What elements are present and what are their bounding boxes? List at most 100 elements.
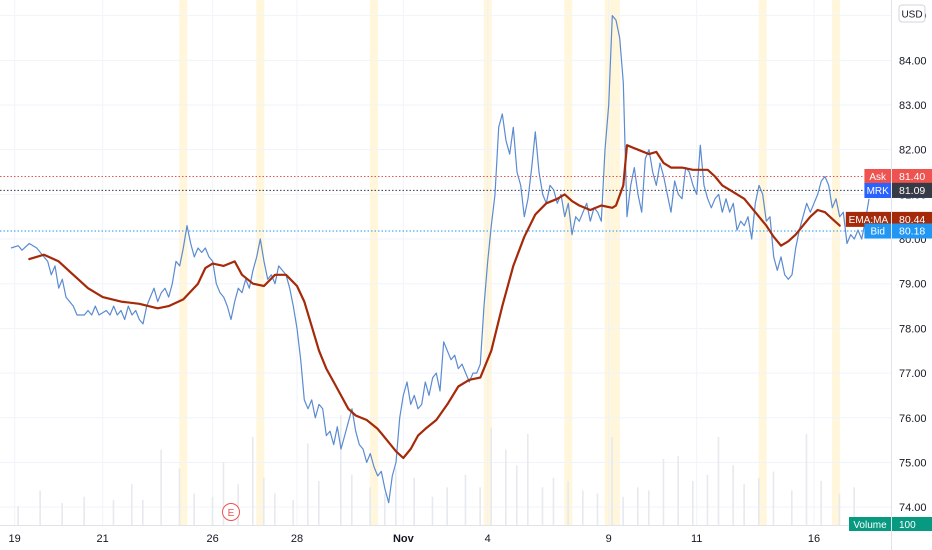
y-tick-label: 75.00 [899, 457, 927, 469]
x-tick-label: 26 [207, 533, 219, 545]
volume-bar [677, 455, 679, 525]
x-tick-label: 19 [9, 533, 21, 545]
volume-bar [552, 477, 555, 525]
volume-bar [431, 496, 434, 525]
y-tick-label: 74.00 [899, 502, 927, 514]
volume-bar [805, 433, 808, 525]
event-marker-circle [222, 503, 240, 521]
volume-bar [838, 493, 841, 525]
volume-bar [743, 484, 745, 525]
volume-tag-label-box [849, 517, 891, 531]
volume-bar [142, 499, 144, 525]
volume-bar [637, 487, 639, 525]
price-tag: Bid 80.18 [864, 223, 932, 239]
x-tick-label: 16 [808, 533, 820, 545]
volume-bar [446, 487, 448, 525]
price-tag-label: EMA:MA [849, 215, 889, 226]
currency-badge[interactable]: USD [898, 4, 926, 23]
volume-bars [17, 415, 855, 525]
highlight-band [179, 0, 188, 525]
volume-bar [541, 487, 544, 525]
highlight-band [564, 0, 573, 525]
volume-tag-label: Volume [853, 520, 887, 531]
x-tick-label: 9 [606, 533, 612, 545]
grid-lines [0, 0, 891, 525]
event-marker-label: E [228, 508, 235, 519]
volume-bar [351, 474, 353, 525]
volume-bar [178, 468, 181, 525]
volume-bar [395, 468, 397, 525]
volume-bar [582, 490, 584, 525]
volume-bar [611, 437, 613, 525]
volume-bar [567, 481, 569, 525]
highlight-band [256, 0, 265, 525]
volume-bar [83, 496, 85, 525]
volume-bar [112, 499, 115, 525]
volume-bar [274, 493, 276, 525]
volume-bar [369, 487, 371, 525]
volume-bar [222, 462, 225, 525]
volume-tag: Volume 100 [849, 517, 932, 531]
y-tick-label: 84.00 [899, 55, 927, 67]
earnings-event-marker[interactable]: E [222, 503, 240, 521]
volume-bar [211, 496, 214, 525]
session-highlight-bands [179, 0, 841, 525]
price-tag-value-box [892, 223, 932, 239]
highlight-band [611, 0, 621, 525]
time-axis[interactable]: 19 21 26 28 Nov 4 9 11 16 [9, 533, 821, 545]
volume-bar [772, 471, 775, 525]
price-axis[interactable]: 74.0075.0076.0077.0078.0079.0080.0081.00… [899, 11, 927, 514]
volume-bar [263, 477, 265, 525]
y-tick-label: 79.00 [899, 279, 927, 291]
volume-bar [292, 499, 294, 525]
y-tick-label: 82.00 [899, 145, 927, 157]
volume-bar [622, 496, 624, 525]
x-tick-label: 4 [485, 533, 491, 545]
y-tick-label: 83.00 [899, 100, 927, 112]
volume-bar [131, 484, 133, 525]
volume-bar [340, 415, 342, 525]
volume-bar [464, 474, 467, 525]
volume-bar [758, 477, 760, 525]
volume-bar [307, 443, 309, 525]
highlight-band [369, 0, 379, 525]
x-tick-label: Nov [393, 533, 415, 545]
price-tag-value: 81.40 [899, 171, 925, 183]
price-tag: EMA:MA 80.44 [845, 211, 932, 227]
x-tick-label: 28 [291, 533, 303, 545]
volume-bar [853, 487, 855, 525]
price-tags: Ask81.40MRK81.4081.09EMA:MA80.44Bid80.18… [845, 168, 932, 531]
volume-bar [413, 477, 415, 525]
price-level-lines [0, 175, 891, 232]
volume-bar [732, 465, 734, 525]
volume-bar [596, 493, 599, 525]
volume-tag-value-box [892, 517, 932, 531]
volume-bar [252, 437, 254, 525]
volume-bar [479, 487, 481, 525]
highlight-band [758, 0, 767, 525]
volume-bar [17, 506, 19, 525]
highlight-band [831, 0, 841, 525]
volume-bar [237, 484, 239, 525]
price-tag-value-box [892, 182, 932, 198]
price-tag-label-box [864, 182, 891, 198]
price-tag-value-box [892, 211, 932, 227]
price-tag: 81.09 [892, 182, 932, 198]
volume-bar [193, 493, 195, 525]
volume-bar [820, 481, 822, 525]
y-tick-label: 76.00 [899, 413, 927, 425]
price-tag-label-box [864, 223, 891, 239]
volume-bar [505, 449, 507, 525]
volume-bar [791, 490, 793, 525]
price-tag-value-box [892, 168, 932, 184]
volume-bar [61, 503, 63, 525]
price-series-line [10, 15, 870, 504]
ema-series-line [28, 144, 841, 460]
price-tag: Ask 81.40 [864, 168, 932, 184]
volume-bar [39, 490, 41, 525]
volume-bar [160, 449, 162, 525]
currency-label: USD [901, 10, 922, 21]
volume-bar [516, 465, 518, 525]
volume-bar [717, 437, 720, 525]
